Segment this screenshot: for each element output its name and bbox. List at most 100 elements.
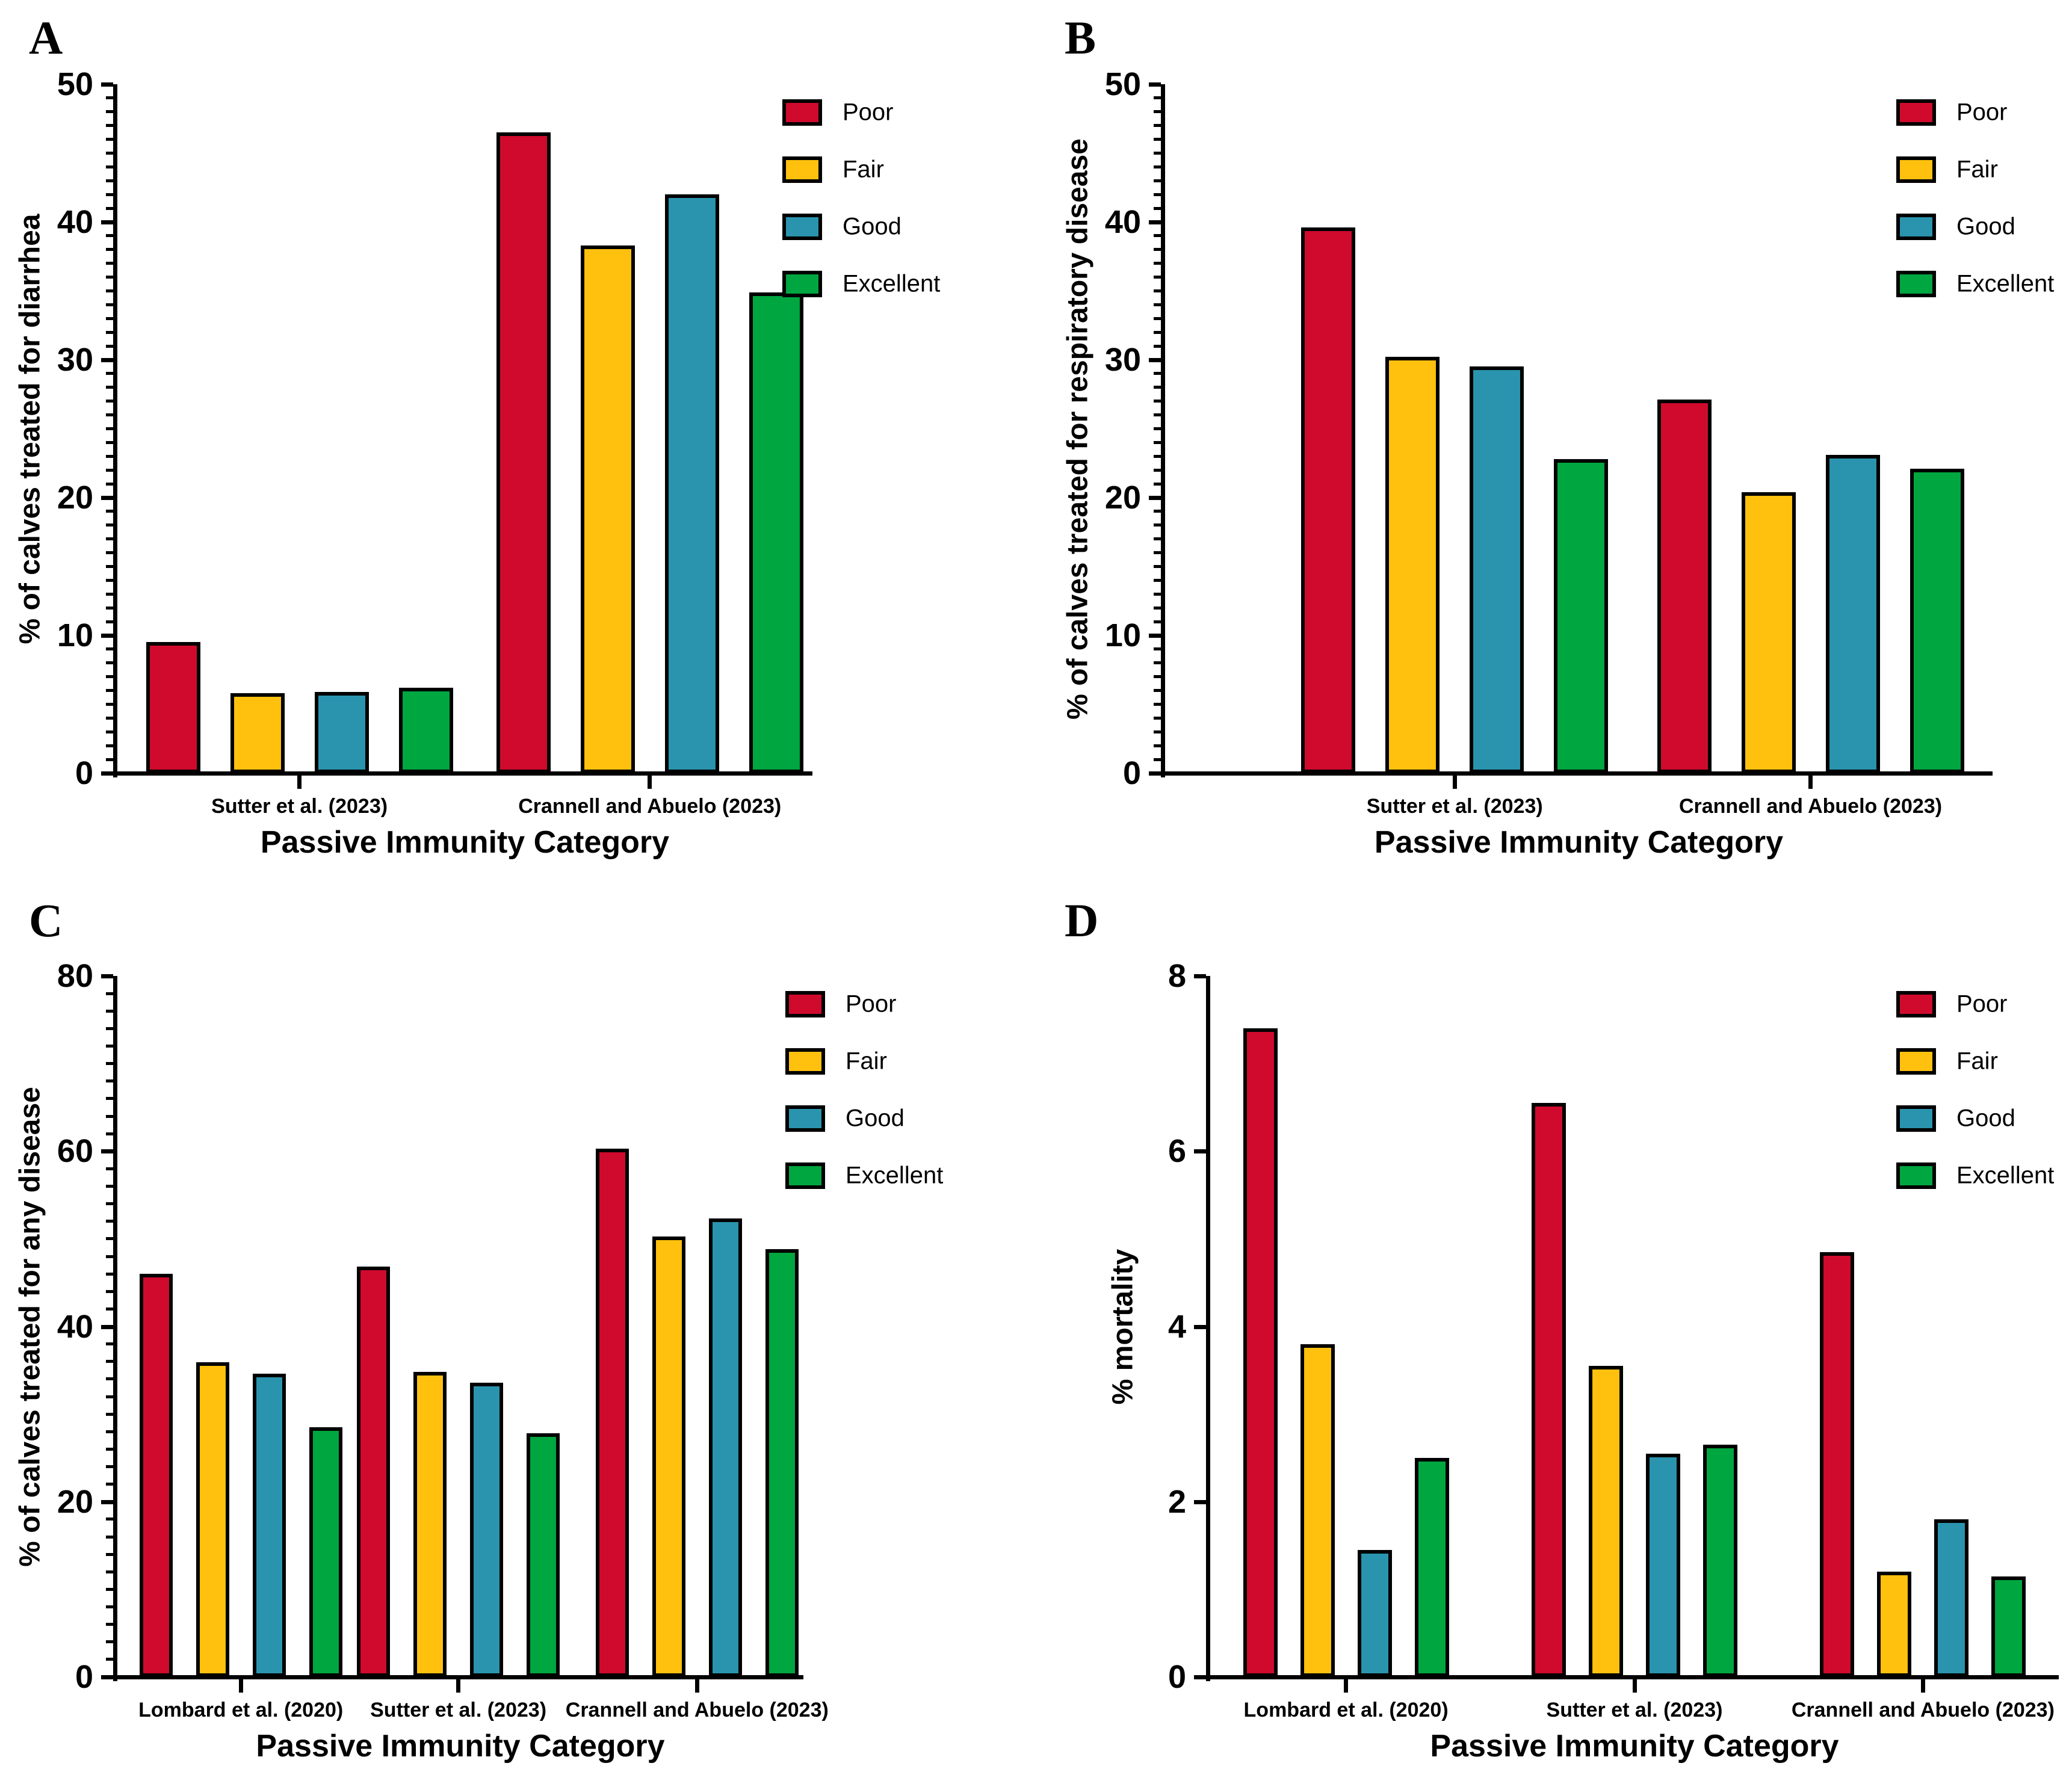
y-minor-tick <box>1154 234 1161 238</box>
legend-item-good: Good <box>1896 214 2072 240</box>
legend-swatch-poor <box>782 99 822 126</box>
x-group-tick <box>456 1677 461 1693</box>
y-minor-tick <box>106 1185 113 1188</box>
x-group-tick <box>238 1677 243 1693</box>
y-minor-tick <box>106 152 113 155</box>
y-major-tick <box>101 771 113 776</box>
y-tick-label: 8 <box>1167 958 1186 994</box>
y-minor-tick <box>1154 565 1161 568</box>
y-minor-tick <box>106 468 113 472</box>
x-group-tick <box>1632 1677 1637 1693</box>
x-axis <box>1161 771 1993 776</box>
y-minor-tick <box>1154 620 1161 623</box>
y-minor-tick <box>106 992 113 995</box>
bar-poor <box>1243 1028 1278 1677</box>
y-minor-tick <box>106 1114 113 1118</box>
y-minor-tick <box>106 1465 113 1468</box>
y-minor-tick <box>106 551 113 555</box>
y-axis <box>1206 976 1210 1681</box>
y-minor-tick <box>106 454 113 458</box>
y-minor-tick <box>106 1623 113 1626</box>
y-minor-tick <box>106 289 113 292</box>
y-minor-tick <box>106 703 113 706</box>
y-major-tick <box>1149 358 1161 362</box>
y-minor-tick <box>106 124 113 128</box>
legend-swatch-good <box>785 1105 825 1132</box>
y-tick-label: 30 <box>1104 342 1141 378</box>
bar-poor <box>1657 400 1712 773</box>
y-minor-tick <box>106 482 113 486</box>
bar-poor <box>1301 227 1356 773</box>
legend-swatch-poor <box>785 991 825 1017</box>
y-minor-tick <box>1154 468 1161 472</box>
y-minor-tick <box>1154 400 1161 403</box>
legend-label: Excellent <box>843 270 941 297</box>
category-label: Crannell and Abuelo (2023) <box>518 795 782 818</box>
y-minor-tick <box>106 592 113 596</box>
bar-fair <box>652 1236 685 1677</box>
y-minor-tick <box>106 1097 113 1101</box>
y-minor-tick <box>106 565 113 568</box>
y-minor-tick <box>1154 110 1161 114</box>
legend-swatch-good <box>1896 1105 1936 1132</box>
y-minor-tick <box>1154 179 1161 182</box>
y-minor-tick <box>1154 744 1161 747</box>
plot-area-a: 0 10 20 30 40 50 Sutter et al. (2023) Crannell … <box>0 0 1036 883</box>
bar-fair <box>1741 492 1796 773</box>
legend-item-fair: Fair <box>782 156 999 183</box>
y-minor-tick <box>106 578 113 582</box>
legend-label: Poor <box>846 990 897 1017</box>
y-major-tick <box>101 1324 113 1329</box>
legend-swatch-good <box>782 214 822 240</box>
legend-item-excellent: Excellent <box>1896 1162 2072 1189</box>
y-minor-tick <box>106 537 113 541</box>
y-minor-tick <box>106 1307 113 1311</box>
y-minor-tick <box>1154 592 1161 596</box>
bar-fair <box>196 1362 229 1677</box>
y-minor-tick <box>106 606 113 610</box>
y-tick-label: 10 <box>1104 617 1141 653</box>
x-group-tick <box>694 1677 699 1693</box>
y-major-tick <box>1149 496 1161 500</box>
panel-a: A % of calves treated for diarrhea 0 10 20… <box>0 0 1036 883</box>
y-minor-tick <box>1154 661 1161 665</box>
y-minor-tick <box>1154 248 1161 252</box>
y-minor-tick <box>106 96 113 100</box>
y-minor-tick <box>106 1658 113 1661</box>
legend-item-excellent: Excellent <box>1896 271 2072 297</box>
y-minor-tick <box>106 276 113 279</box>
legend-swatch-excellent <box>782 271 822 297</box>
category-label: Sutter et al. (2023) <box>1546 1699 1723 1721</box>
y-minor-tick <box>106 1430 113 1433</box>
bar-fair <box>580 245 635 773</box>
y-minor-tick <box>106 1237 113 1241</box>
y-minor-tick <box>106 1640 113 1644</box>
bar-fair <box>1385 357 1440 773</box>
y-minor-tick <box>106 1447 113 1451</box>
y-minor-tick <box>1154 647 1161 651</box>
y-minor-tick <box>1154 165 1161 168</box>
y-tick-label: 6 <box>1167 1133 1186 1170</box>
bar-good <box>1934 1519 1969 1677</box>
y-minor-tick <box>106 1132 113 1135</box>
legend-swatch-excellent <box>1896 1162 1936 1189</box>
legend-label: Fair <box>1956 156 1998 183</box>
y-minor-tick <box>1154 440 1161 444</box>
y-axis <box>113 976 117 1681</box>
y-minor-tick <box>1154 206 1161 210</box>
y-minor-tick <box>1154 262 1161 265</box>
bar-fair <box>413 1372 447 1677</box>
y-minor-tick <box>1154 510 1161 513</box>
bar-excellent <box>1414 1457 1449 1677</box>
y-minor-tick <box>106 138 113 141</box>
y-minor-tick <box>106 1342 113 1346</box>
legend-label: Fair <box>1956 1048 1998 1075</box>
bar-good <box>1825 455 1880 773</box>
y-minor-tick <box>106 758 113 761</box>
bar-poor <box>595 1148 629 1677</box>
x-group-tick <box>1452 773 1457 789</box>
y-major-tick <box>1149 82 1161 87</box>
y-minor-tick <box>106 413 113 417</box>
legend-item-fair: Fair <box>1896 1048 2072 1075</box>
y-minor-tick <box>1154 675 1161 679</box>
